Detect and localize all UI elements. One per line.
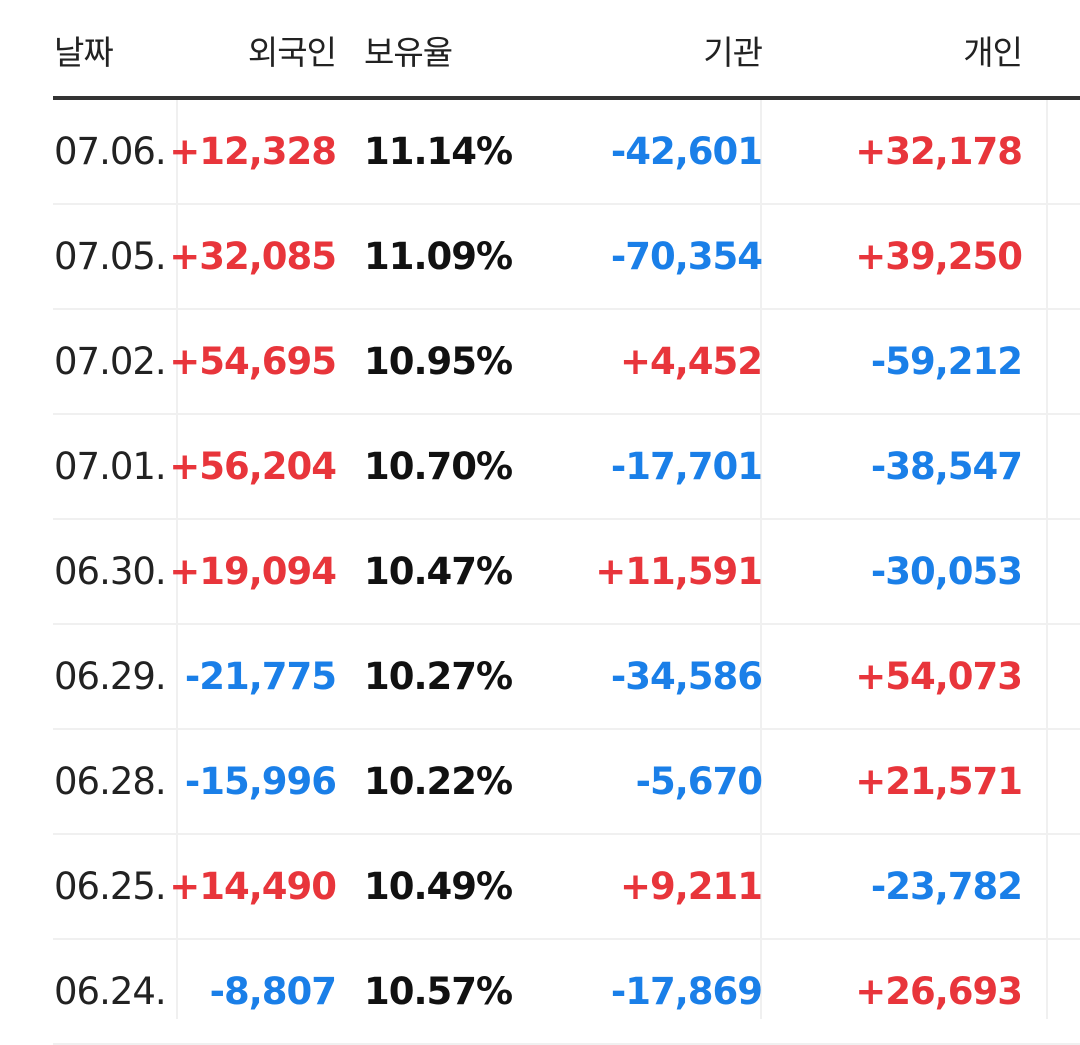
row-individual-net: +21,571 [855,760,1023,803]
table-row: 07.06. +12,328 11.14% -42,601 +32,178 [0,100,1080,205]
row-foreign-net: -15,996 [184,760,337,803]
row-institution-net: -70,354 [610,235,763,278]
table-header: 날짜 외국인 보유율 기관 개인 [0,0,1080,100]
row-holding-ratio: 10.22% [364,760,513,803]
row-individual-net: -30,053 [870,550,1023,593]
header-date: 날짜 [54,33,114,72]
row-foreign-net: +32,085 [169,235,337,278]
column-divider [760,100,762,1019]
row-holding-ratio: 10.47% [364,550,513,593]
row-holding-ratio: 10.95% [364,340,513,383]
table-row: 07.01. +56,204 10.70% -17,701 -38,547 [0,415,1080,520]
row-foreign-net: +56,204 [169,445,337,488]
row-foreign-net: -8,807 [209,970,337,1013]
row-foreign-net: +14,490 [169,865,337,908]
header-holding-ratio: 보유율 [364,33,453,72]
row-date: 06.29. [54,655,167,698]
row-foreign-net: +19,094 [169,550,337,593]
row-institution-net: +11,591 [595,550,763,593]
row-date: 07.02. [54,340,167,383]
row-date: 06.28. [54,760,167,803]
header-divider [53,96,1080,100]
row-date: 07.06. [54,130,167,173]
table-row: 07.05. +32,085 11.09% -70,354 +39,250 [0,205,1080,310]
row-holding-ratio: 10.27% [364,655,513,698]
row-individual-net: +39,250 [855,235,1023,278]
row-date: 06.25. [54,865,167,908]
row-institution-net: +9,211 [619,865,763,908]
table-row: 07.02. +54,695 10.95% +4,452 -59,212 [0,310,1080,415]
row-holding-ratio: 11.09% [364,235,513,278]
row-date: 07.01. [54,445,167,488]
table-row: 06.28. -15,996 10.22% -5,670 +21,571 [0,730,1080,835]
row-holding-ratio: 11.14% [364,130,513,173]
row-institution-net: +4,452 [619,340,763,383]
row-holding-ratio: 10.57% [364,970,513,1013]
table-row: 06.25. +14,490 10.49% +9,211 -23,782 [0,835,1080,940]
column-divider [1046,100,1048,1019]
row-date: 06.24. [54,970,167,1013]
table-body: 07.06. +12,328 11.14% -42,601 +32,178 07.05. +… [0,100,1080,1045]
row-institution-net: -17,869 [610,970,763,1013]
row-foreign-net: +54,695 [169,340,337,383]
row-institution-net: -34,586 [610,655,763,698]
row-date: 07.05. [54,235,167,278]
table-row: 06.29. -21,775 10.27% -34,586 +54,073 [0,625,1080,730]
row-date: 06.30. [54,550,167,593]
row-foreign-net: +12,328 [169,130,337,173]
row-institution-net: -42,601 [610,130,763,173]
row-institution-net: -17,701 [610,445,763,488]
row-individual-net: -59,212 [870,340,1023,383]
row-foreign-net: -21,775 [184,655,337,698]
header-foreign: 외국인 [247,33,337,72]
row-holding-ratio: 10.49% [364,865,513,908]
row-individual-net: +26,693 [855,970,1023,1013]
row-institution-net: -5,670 [635,760,763,803]
row-individual-net: +54,073 [855,655,1023,698]
row-individual-net: -38,547 [870,445,1023,488]
header-individual: 개인 [963,33,1023,72]
table-row: 06.24. -8,807 10.57% -17,869 +26,693 [0,940,1080,1045]
header-institution: 기관 [703,33,763,72]
row-holding-ratio: 10.70% [364,445,513,488]
row-individual-net: +32,178 [855,130,1023,173]
row-individual-net: -23,782 [870,865,1023,908]
column-divider [176,100,178,1019]
table-row: 06.30. +19,094 10.47% +11,591 -30,053 [0,520,1080,625]
